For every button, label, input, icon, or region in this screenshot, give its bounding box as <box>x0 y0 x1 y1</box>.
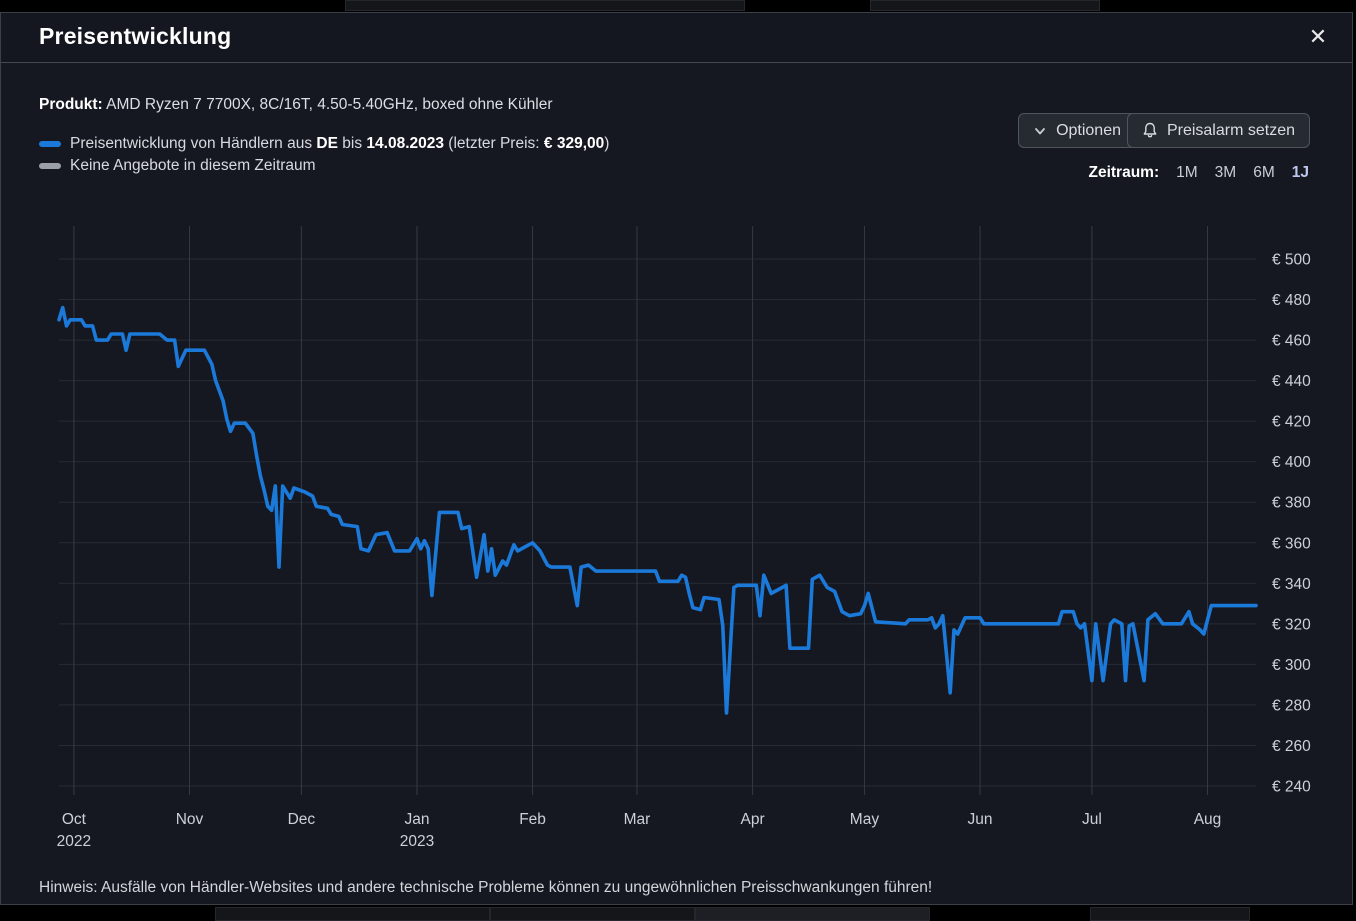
legend-series-part: (letzter Preis: <box>443 135 544 152</box>
y-axis-tick-label: € 480 <box>1272 292 1311 309</box>
legend-series-part: 14.08.2023 <box>366 135 444 152</box>
background-page-fragment <box>870 0 1100 11</box>
x-axis-tick-label: Apr <box>741 811 765 828</box>
zeitraum-selector: Zeitraum: 1M 3M 6M 1J <box>1088 164 1309 182</box>
x-axis-tick-label: Jan <box>404 811 429 828</box>
price-chart[interactable]: € 240 € 260 € 280 € 300 € 320 € 340 € 360 € 380… <box>1 213 1356 873</box>
zeitraum-option-1j[interactable]: 1J <box>1291 164 1309 181</box>
price-history-modal: Preisentwicklung ✕ Produkt: AMD Ryzen 7 … <box>0 12 1353 905</box>
x-axis-tick-label: Aug <box>1194 811 1222 828</box>
x-axis-tick-label: Jun <box>968 811 993 828</box>
price-alarm-button[interactable]: Preisalarm setzen <box>1126 113 1310 148</box>
x-axis-tick-label: Feb <box>519 811 546 828</box>
y-axis-tick-label: € 460 <box>1272 333 1311 350</box>
zeitraum-option-1m[interactable]: 1M <box>1176 164 1198 181</box>
x-axis-tick-label: Dec <box>288 811 316 828</box>
x-axis-tick-label: May <box>850 811 880 828</box>
legend-series-part: Preisentwicklung von Händlern aus <box>70 135 317 152</box>
no-offers-swatch <box>39 163 61 169</box>
modal-header: Preisentwicklung ✕ <box>1 13 1352 63</box>
close-icon[interactable]: ✕ <box>1302 21 1334 53</box>
legend-series-label: Preisentwicklung von Händlern aus DE bis… <box>70 135 609 153</box>
zeitraum-label: Zeitraum: <box>1088 164 1160 181</box>
price-line <box>57 305 1258 715</box>
y-axis-tick-label: € 340 <box>1272 576 1311 593</box>
price-alarm-button-label: Preisalarm setzen <box>1166 121 1295 139</box>
bell-icon <box>1142 122 1158 139</box>
y-axis-tick-label: € 280 <box>1272 697 1311 714</box>
legend-series-part: € 329,00 <box>543 135 605 152</box>
background-page-fragment <box>1090 907 1250 921</box>
zeitraum-option-6m[interactable]: 6M <box>1253 164 1275 181</box>
series-swatch <box>39 141 61 147</box>
legend-series-part: DE <box>316 135 338 152</box>
background-page-fragment <box>695 907 930 921</box>
options-button[interactable]: Optionen <box>1018 113 1136 148</box>
y-axis-tick-label: € 380 <box>1272 495 1311 512</box>
y-axis-tick-label: € 400 <box>1272 454 1311 471</box>
background-page-fragment <box>215 907 490 921</box>
product-label: Produkt: <box>39 96 103 113</box>
modal-title: Preisentwicklung <box>39 23 232 49</box>
legend-series: Preisentwicklung von Händlern aus DE bis… <box>39 135 609 153</box>
x-axis-tick-label: Oct <box>62 811 87 828</box>
zeitraum-option-3m[interactable]: 3M <box>1214 164 1237 181</box>
y-axis-tick-label: € 320 <box>1272 616 1311 633</box>
x-axis-tick-label: Mar <box>624 811 651 828</box>
chevron-down-icon <box>1033 124 1047 138</box>
y-axis-tick-label: € 500 <box>1272 252 1311 269</box>
y-axis-tick-label: € 260 <box>1272 738 1311 755</box>
legend-no-offers-label: Keine Angebote in diesem Zeitraum <box>70 157 316 174</box>
legend-series-part: bis <box>337 135 367 152</box>
footnote: Hinweis: Ausfälle von Händler-Websites u… <box>39 879 933 896</box>
x-axis-tick-label: Nov <box>176 811 204 828</box>
legend-no-offers: Keine Angebote in diesem Zeitraum <box>39 157 316 175</box>
background-page-fragment <box>490 907 695 921</box>
x-axis-tick-label: Jul <box>1082 811 1102 828</box>
product-value: AMD Ryzen 7 7700X, 8C/16T, 4.50-5.40GHz,… <box>102 96 553 113</box>
y-axis-tick-label: € 440 <box>1272 373 1311 390</box>
y-axis-tick-label: € 360 <box>1272 535 1311 552</box>
background-page-fragment <box>345 0 745 11</box>
legend-series-part: ) <box>604 135 610 152</box>
y-axis-tick-label: € 300 <box>1272 657 1311 674</box>
x-axis-year-label: 2022 <box>57 833 91 850</box>
options-button-label: Optionen <box>1056 121 1121 139</box>
x-axis-year-label: 2023 <box>400 833 434 850</box>
product-line: Produkt: AMD Ryzen 7 7700X, 8C/16T, 4.50… <box>39 96 552 114</box>
y-axis-tick-label: € 420 <box>1272 414 1311 431</box>
y-axis-tick-label: € 240 <box>1272 779 1311 796</box>
